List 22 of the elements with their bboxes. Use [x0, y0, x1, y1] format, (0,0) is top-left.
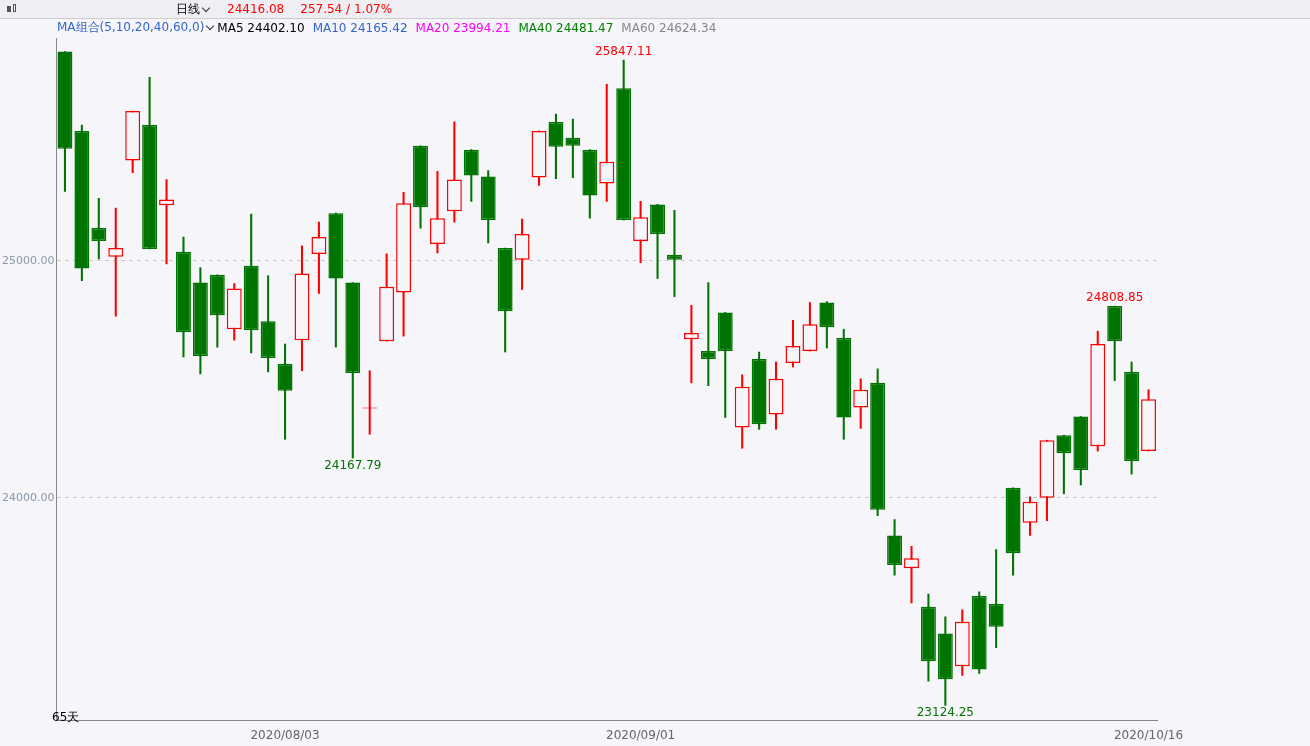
text: MA40 24481.47: [518, 20, 614, 35]
annotation: 65天: [52, 709, 80, 726]
chart-subtitle: 日线: [176, 0, 200, 18]
text: MA60 24624.34: [621, 20, 717, 35]
annotation: 25847.11: [595, 44, 653, 59]
x-tick-label: 2020/08/03: [250, 727, 320, 742]
y-tick-label: 25000.00: [1, 253, 55, 267]
text: MA20 23994.21: [415, 20, 511, 35]
annotation: 23124.25: [916, 705, 974, 720]
candlestick: [667, 209, 682, 297]
candlestick: [159, 179, 174, 265]
text: 257.54 / 1.07%: [300, 2, 393, 16]
y-tick-label: 24000.00: [1, 490, 55, 504]
x-tick-label: 2020/09/01: [606, 727, 676, 742]
x-tick-label: 2020/10/16: [1113, 727, 1184, 742]
text: MA5 24402.10: [217, 20, 305, 35]
annotation: 24808.85: [1086, 290, 1144, 305]
text: MA组合(5,10,20,40,60,0): [57, 19, 205, 36]
annotation: 24167.79: [324, 458, 382, 473]
text: 24416.08: [227, 2, 285, 16]
candlestick: [904, 546, 919, 604]
text: MA10 24165.42: [312, 20, 408, 35]
